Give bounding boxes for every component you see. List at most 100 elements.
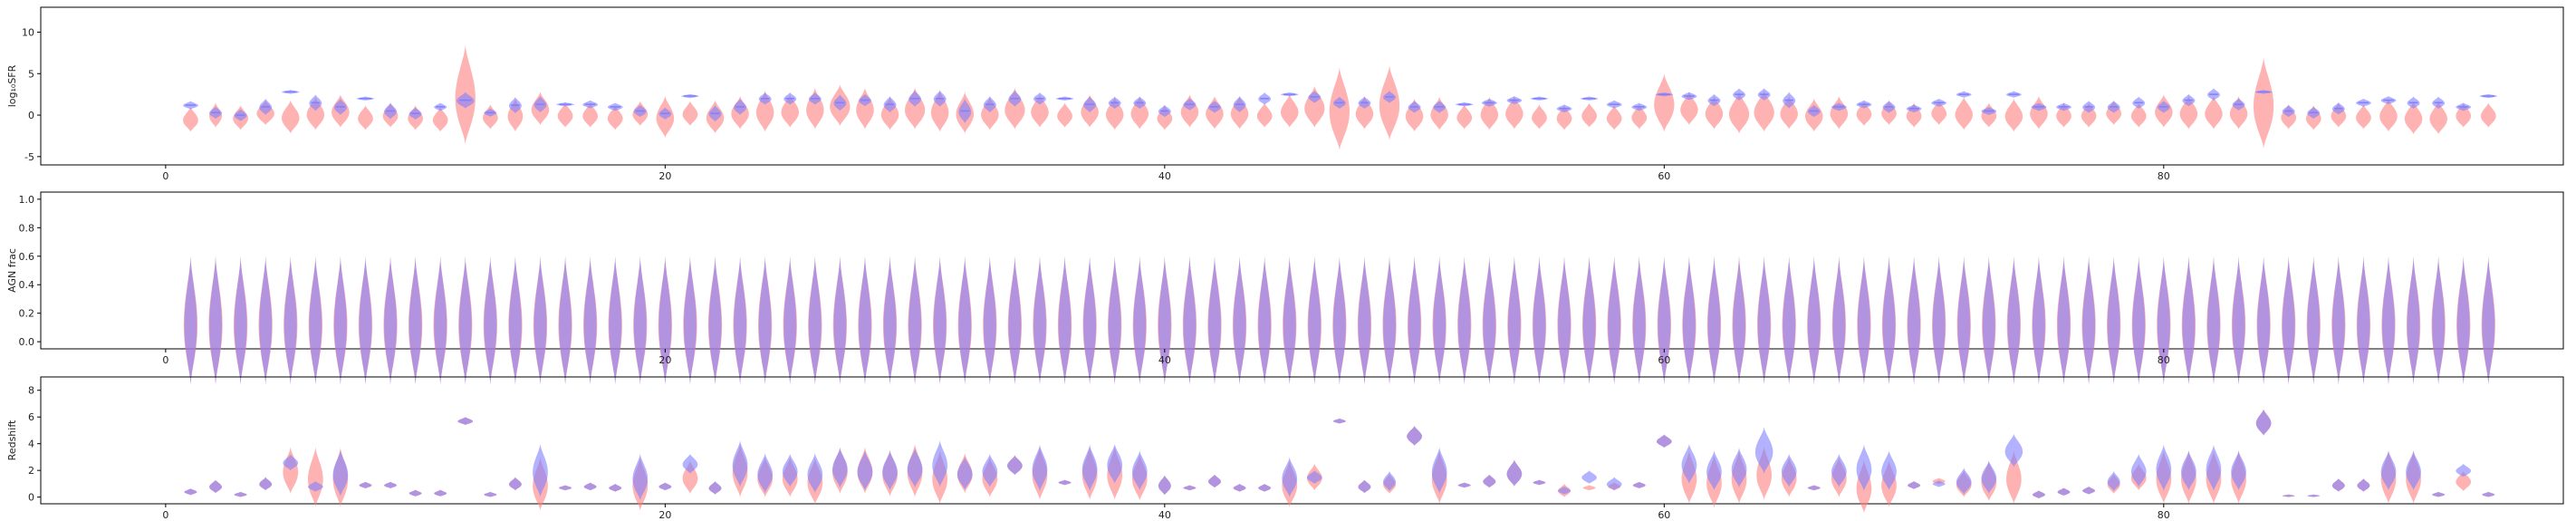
violin-body <box>1332 418 1346 424</box>
violin-body <box>2456 463 2472 478</box>
y-tick-label: 0.6 <box>19 251 35 263</box>
violin-body <box>1831 453 1847 487</box>
violin-body <box>1108 256 1121 385</box>
violin-body <box>1032 444 1048 491</box>
violin-body <box>808 256 822 385</box>
violin-body <box>284 256 297 385</box>
violin-body <box>1058 479 1072 486</box>
violin-body <box>2380 450 2397 491</box>
violin-body <box>1582 256 1596 385</box>
y-tick-label: 0.0 <box>19 336 35 348</box>
violin-body <box>2057 256 2071 385</box>
violin-body <box>209 479 222 494</box>
violin-body <box>1031 94 1049 128</box>
violin-body <box>2130 453 2147 487</box>
violin-body <box>783 256 797 385</box>
violin-body <box>856 87 874 130</box>
violin-body <box>184 488 197 496</box>
violin-body <box>1957 256 1971 385</box>
violin-body <box>2307 256 2321 385</box>
violin-body <box>184 256 197 385</box>
x-tick-label: 40 <box>1158 509 1171 521</box>
violin-body <box>1407 425 1422 446</box>
violin-body <box>1506 459 1523 487</box>
violin-body <box>1256 102 1273 128</box>
violin-body <box>283 447 299 494</box>
violin-body <box>2382 256 2395 385</box>
violin-body <box>1483 474 1496 488</box>
x-tick-label: 60 <box>1658 170 1670 182</box>
y-axis-label: log₁₀SFR <box>6 64 18 107</box>
violin-body <box>2130 102 2147 128</box>
violin-body <box>2480 102 2496 128</box>
x-tick-label: 20 <box>658 509 671 521</box>
violin-body <box>1457 482 1471 488</box>
violin-body <box>2157 256 2170 385</box>
violin-body <box>1706 450 1722 491</box>
violin-body <box>1807 256 1821 385</box>
violin-body <box>1081 444 1098 491</box>
violin-body <box>283 454 299 471</box>
y-tick-label: 5 <box>28 68 34 80</box>
violin-body <box>583 256 597 385</box>
violin-body <box>2207 256 2220 385</box>
violin-body <box>409 489 422 497</box>
violin-body <box>209 256 222 385</box>
violin-body <box>2004 98 2023 132</box>
violin-body <box>1881 450 1897 491</box>
violin-body <box>1480 96 1498 130</box>
violin-body <box>2082 486 2095 495</box>
violin-body <box>1982 256 1995 385</box>
violin-body <box>684 256 697 385</box>
violin-body <box>1908 256 1920 385</box>
violin-body <box>1183 485 1197 491</box>
violin-body <box>1358 256 1371 385</box>
panel-sfr: -5 0 5 10 0 20 40 60 80 log₁₀SFR <box>6 6 2564 182</box>
violin-body <box>1707 256 1721 385</box>
violin-body <box>1582 485 1596 491</box>
violin-body <box>2282 494 2295 497</box>
violin-body <box>2456 470 2472 491</box>
violin-body <box>1158 475 1171 496</box>
violin-body <box>2255 409 2272 436</box>
violin-body <box>559 256 572 385</box>
violin-body <box>1131 450 1148 491</box>
violin-body <box>509 256 522 385</box>
y-tick-label: 6 <box>28 411 34 423</box>
violin-body <box>1705 96 1724 130</box>
violin-body <box>1383 470 1396 491</box>
violin-body <box>1158 256 1171 385</box>
violin-body <box>1681 443 1697 484</box>
violin-body <box>484 491 497 497</box>
violin-body <box>1057 102 1072 128</box>
violin-body <box>1332 256 1346 385</box>
violin-body <box>2331 256 2345 385</box>
y-tick-label: 2 <box>28 465 34 477</box>
violin-body <box>632 453 649 501</box>
violin-body <box>2407 256 2420 385</box>
y-tick-label: 1.0 <box>19 194 35 206</box>
violin-body <box>1283 256 1296 385</box>
violin-body <box>1233 256 1246 385</box>
violin-body <box>734 256 746 385</box>
violin-body <box>2456 256 2470 385</box>
violin-body <box>1680 92 1698 125</box>
violin-body <box>1358 479 1371 494</box>
violin-body <box>1383 256 1396 385</box>
violin-body <box>1932 480 1946 487</box>
violin-body <box>559 485 572 491</box>
violin-body <box>1183 256 1197 385</box>
y-tick-label: 0 <box>28 492 34 504</box>
violin-body <box>2432 256 2446 385</box>
violin-body <box>2205 96 2223 130</box>
violin-body <box>781 94 799 128</box>
violin-body <box>782 453 798 487</box>
violin-body <box>933 256 947 385</box>
violin-body <box>1783 256 1796 385</box>
violin-body <box>409 256 422 385</box>
x-tick-label: 0 <box>162 354 168 366</box>
violin-body <box>2182 256 2196 385</box>
violin-body <box>609 256 622 385</box>
violin-body <box>2357 478 2370 492</box>
